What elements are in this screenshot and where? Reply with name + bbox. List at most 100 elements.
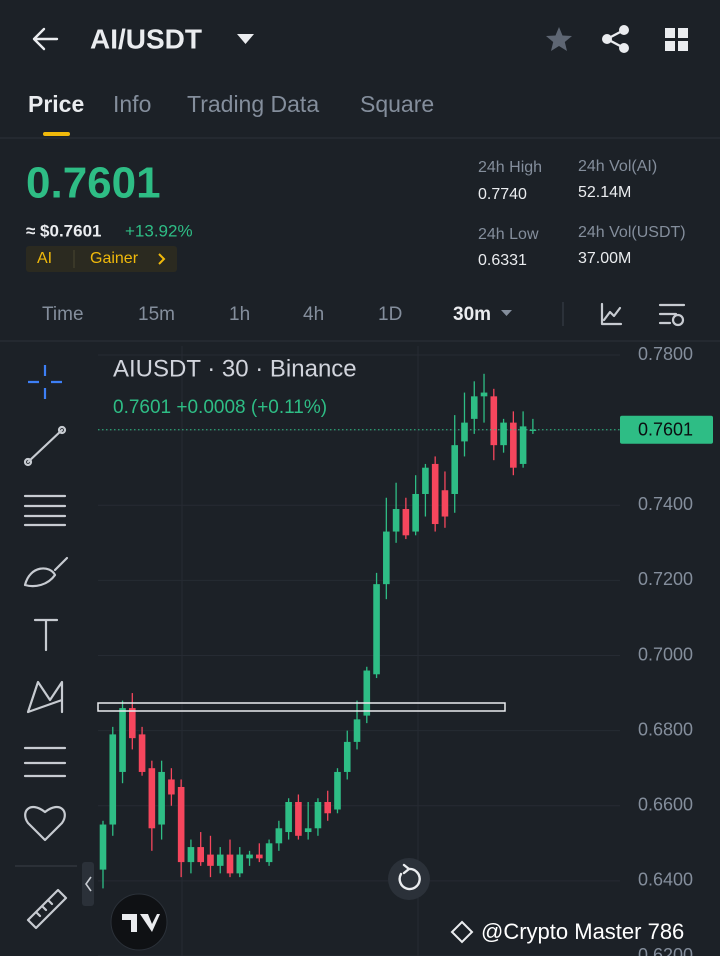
interval[interactable]: 1h [229,304,250,325]
pair-title[interactable]: AI/USDT [90,23,202,54]
stat-value: 37.00M [578,250,631,267]
candle-body [461,422,468,442]
candle-body [119,708,126,772]
candle-body [187,847,195,863]
y-tick-label: 0.6400 [638,870,693,890]
candle-body [519,426,527,464]
candle-body [334,771,341,810]
candle-body [129,708,136,739]
badge-chevron [158,253,166,265]
tab[interactable]: Info [113,91,151,117]
toolbar-collapse[interactable] [82,862,94,906]
candle-body [99,824,107,870]
candle-body [168,779,175,795]
pair-dropdown[interactable] [237,34,254,44]
reset-button[interactable] [388,858,430,900]
favorites-tool[interactable] [24,806,66,842]
badge[interactable] [26,246,177,272]
candle-body [422,467,429,494]
settings-button[interactable] [671,313,685,327]
y-tick-label: 0.6800 [638,719,693,739]
tab[interactable]: Price [28,91,84,117]
candle-body [343,741,351,772]
y-tick-label: 0.7800 [638,344,693,364]
candle-body [207,854,214,866]
tab[interactable]: Square [360,91,434,117]
candle-body [158,771,165,825]
interval[interactable]: 30m [453,304,491,325]
stat-label: 24h Vol(AI) [578,158,657,175]
candle-body [490,396,498,446]
candle-body [265,843,273,863]
ruler-tool[interactable] [26,888,68,930]
favorite-star[interactable] [546,27,572,51]
candle-body [373,584,380,675]
line-tool[interactable] [57,425,67,435]
tab-indicator [43,132,70,136]
line-tool[interactable] [23,457,33,467]
stat-label: 24h High [478,159,542,176]
candle-body [275,828,283,844]
candle-body [353,719,361,742]
candle-body [285,801,292,833]
fib-tool[interactable] [23,494,67,527]
candle-body [510,422,517,468]
watermark: @Crypto Master 786 [481,919,684,944]
candle-body [197,847,204,863]
interval[interactable]: 1D [378,304,402,325]
interval[interactable]: Time [42,304,84,325]
candle-body [480,392,488,397]
interval-dropdown[interactable] [501,310,512,316]
interval[interactable]: 15m [138,304,175,325]
y-tick-label: 0.6200 [638,945,693,956]
stat-value: 52.14M [578,184,631,201]
candle-body [314,801,322,829]
drawing-toolbar [15,365,94,930]
candle-body [236,854,244,874]
settings-button[interactable] [658,303,686,325]
chart-title: AIUSDT · 30 · Binance [113,355,357,382]
candle-body [383,531,390,585]
candle-body [177,786,185,863]
share-button[interactable] [602,25,629,53]
tab[interactable]: Trading Data [187,91,319,117]
y-tick-label: 0.7200 [638,569,693,589]
tradingview-logo [122,914,160,932]
watermark-logo [450,920,474,944]
interval[interactable]: 4h [303,304,324,325]
candle-body [226,854,234,874]
line-tool[interactable] [26,428,64,464]
y-tick-label: 0.7400 [638,494,693,514]
candle-body [216,854,224,866]
badge-text: AI [37,250,52,267]
y-tick-label: 0.7000 [638,644,693,664]
candle-body [324,801,332,814]
stat-value: 0.7740 [478,186,527,203]
y-tick-label: 0.6600 [638,795,693,815]
candle-body [246,854,253,859]
candle-body [148,768,156,829]
candle-body [412,493,419,532]
toolbar-collapse [85,876,92,892]
brush-tool[interactable] [23,556,69,588]
candle-body [529,429,537,431]
pattern-tool[interactable] [26,680,64,714]
reset-icon [398,863,421,891]
indicator-button[interactable] [600,302,623,326]
tradingview-logo[interactable] [110,893,168,951]
back-button[interactable] [32,27,59,51]
text-tool[interactable] [33,618,59,652]
menu-grid[interactable] [665,28,688,51]
candle-body [138,734,146,772]
last-price: 0.7601 [26,159,161,208]
measure-tool[interactable] [23,746,67,778]
candle-body [256,854,263,859]
candle-body [304,828,312,833]
candle-body [431,463,439,525]
candle-body [441,490,449,517]
crosshair-tool[interactable] [28,365,62,399]
candle-body [363,670,371,716]
candle-body [402,509,410,536]
candle-body [295,801,302,836]
